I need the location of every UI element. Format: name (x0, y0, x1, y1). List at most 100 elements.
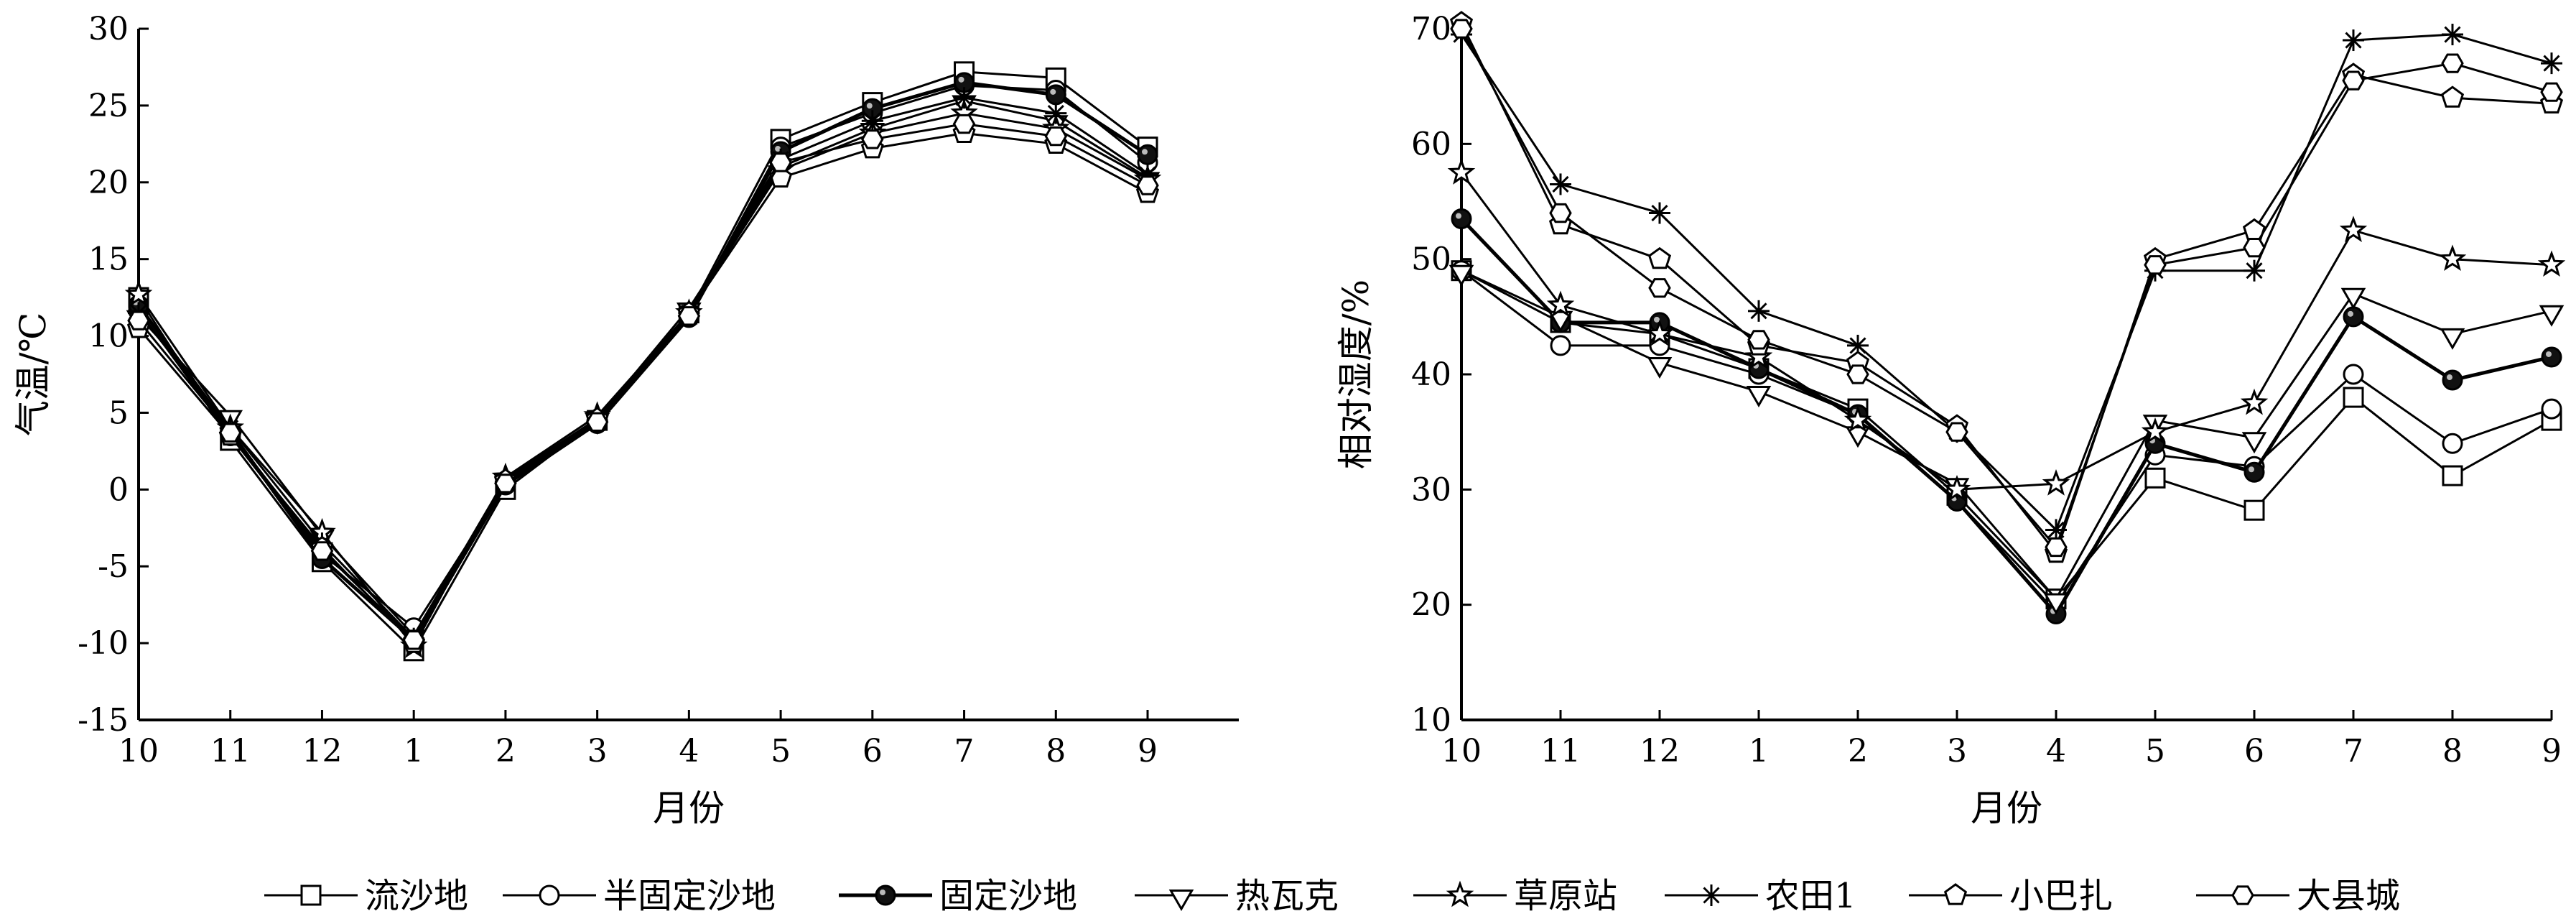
x-tick-label: 9 (1138, 733, 1158, 770)
data-point (1747, 330, 1770, 350)
x-tick-label: 2 (496, 733, 516, 770)
data-point (1450, 19, 1473, 39)
data-point (1045, 84, 1066, 106)
y-axis-label: 相对湿度/% (1335, 279, 1377, 469)
legend-label: 热瓦克 (1235, 876, 1339, 916)
y-tick-label: 5 (108, 394, 129, 431)
data-point (310, 541, 334, 561)
legend-label: 大县城 (2297, 876, 2400, 916)
x-tick-label: 7 (954, 733, 975, 770)
legend-item: 农田1 (1665, 876, 1856, 916)
x-tick-label: 10 (118, 733, 159, 770)
data-point (2541, 346, 2562, 368)
series-line (137, 112, 1148, 649)
y-tick-label: 20 (88, 165, 129, 201)
series-半固定沙地 (1451, 260, 2562, 616)
legend-marker (539, 884, 560, 906)
data-point (2442, 465, 2463, 486)
data-point (1548, 310, 1573, 333)
series-大县城 (127, 114, 1159, 650)
y-axis-label: 气温/℃ (12, 313, 54, 437)
x-tick-label: 12 (1640, 733, 1680, 770)
data-point (1943, 474, 1971, 502)
data-point (494, 473, 517, 494)
data-point (1449, 264, 1474, 287)
x-tick-label: 4 (679, 733, 699, 770)
x-tick-label: 3 (587, 733, 608, 770)
series-line (137, 122, 1148, 642)
data-point (1843, 405, 1872, 433)
data-point (953, 87, 975, 109)
data-point (1044, 126, 1068, 147)
x-tick-label: 1 (404, 733, 424, 770)
data-point (677, 306, 701, 326)
data-point (2343, 364, 2364, 385)
data-point (2539, 305, 2565, 327)
series-line (137, 84, 1148, 629)
y-tick-label: 10 (1411, 702, 1451, 739)
data-point (1845, 426, 1871, 448)
x-tick-label: 8 (1046, 733, 1066, 770)
x-tick-label: 7 (2343, 733, 2363, 770)
series-固定沙地 (1451, 208, 2562, 624)
legend-label: 固定沙地 (939, 876, 1077, 916)
legend-item: 固定沙地 (839, 876, 1077, 916)
data-point (1744, 342, 1773, 369)
data-point (2540, 82, 2563, 102)
data-point (2442, 369, 2463, 391)
data-point (2340, 287, 2366, 310)
x-tick-label: 1 (1749, 733, 1769, 770)
data-point (402, 630, 425, 650)
data-point (1846, 364, 1869, 384)
legend-marker (1701, 884, 1722, 906)
series-农田1 (1451, 24, 2562, 541)
data-point (2343, 29, 2364, 52)
legend-item: 小巴扎 (1909, 876, 2113, 916)
data-point (1447, 158, 1476, 185)
x-tick-label: 8 (2442, 733, 2463, 770)
data-point (2442, 433, 2463, 454)
data-point (127, 310, 150, 331)
data-point (861, 110, 883, 132)
data-point (1647, 357, 1673, 379)
legend: 流沙地 半固定沙地 固定沙地 热瓦克 草原站 农田1 小巴扎 大县城 (264, 876, 2400, 916)
data-point (585, 412, 609, 432)
legend-label: 农田1 (1765, 876, 1856, 916)
data-point (2241, 432, 2267, 454)
data-point (1649, 202, 1670, 224)
data-point (218, 422, 242, 443)
x-tick-label: 11 (210, 733, 251, 770)
data-point (1045, 102, 1067, 124)
legend-marker (1168, 890, 1194, 912)
x-tick-label: 5 (771, 733, 791, 770)
data-point (124, 279, 153, 307)
y-tick-label: -15 (78, 702, 129, 739)
data-point (2537, 250, 2566, 277)
data-point (1647, 246, 1672, 269)
legend-item: 半固定沙地 (503, 876, 776, 916)
data-point (2042, 468, 2070, 496)
series-line (137, 131, 1148, 645)
x-tick-label: 9 (2542, 733, 2562, 770)
series-草原站 (1447, 158, 2566, 502)
data-point (1746, 386, 1772, 408)
y-tick-label: -10 (78, 625, 129, 662)
x-tick-label: 3 (1947, 733, 1967, 770)
y-tick-label: 20 (1411, 587, 1451, 624)
y-tick-label: 25 (88, 88, 129, 124)
y-tick-label: 30 (88, 11, 129, 47)
y-tick-label: 0 (108, 471, 129, 508)
y-tick-label: 50 (1411, 241, 1451, 278)
series-line (136, 80, 1149, 643)
x-axis-label: 月份 (653, 787, 725, 829)
data-point (1550, 335, 1571, 356)
legend-label: 草原站 (1514, 876, 1617, 916)
data-point (2339, 216, 2368, 242)
data-point (2440, 328, 2465, 350)
data-point (2243, 461, 2265, 483)
data-point (1136, 175, 1159, 195)
data-point (2343, 387, 2364, 408)
x-axis-label: 月份 (1971, 787, 2042, 829)
series-小巴扎 (126, 121, 1160, 653)
